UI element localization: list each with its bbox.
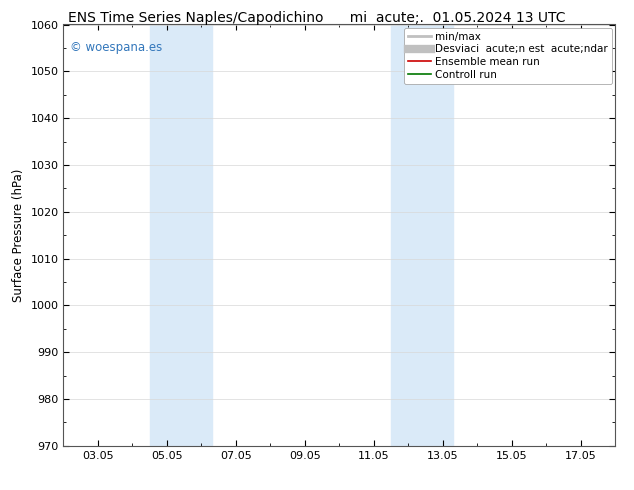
Y-axis label: Surface Pressure (hPa): Surface Pressure (hPa) [12,169,25,302]
Legend: min/max, Desviaci  acute;n est  acute;ndar, Ensemble mean run, Controll run: min/max, Desviaci acute;n est acute;ndar… [404,27,612,84]
Bar [391,24,415,446]
Bar [415,24,453,446]
Bar [150,24,174,446]
Bar [174,24,212,446]
Text: ENS Time Series Naples/Capodichino      mi  acute;.  01.05.2024 13 UTC: ENS Time Series Naples/Capodichino mi ac… [68,11,566,25]
Text: © woespana.es: © woespana.es [70,41,162,54]
